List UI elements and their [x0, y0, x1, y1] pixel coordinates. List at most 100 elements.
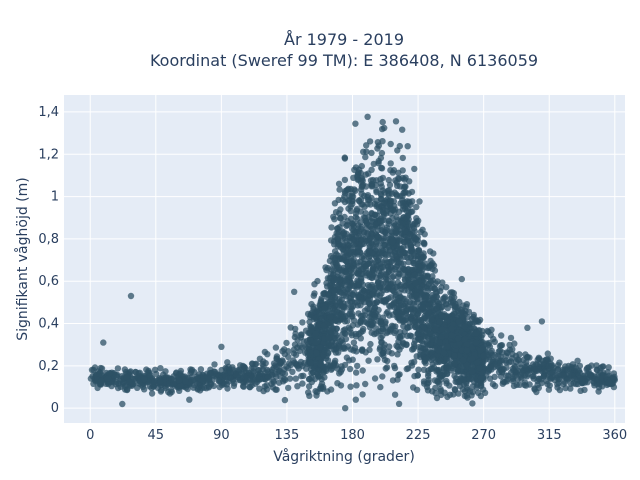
data-point	[334, 231, 342, 238]
data-point	[380, 352, 387, 359]
data-point	[572, 380, 580, 388]
data-point	[341, 257, 349, 264]
y-tick-label: 1,2	[38, 147, 59, 162]
data-point	[334, 261, 341, 269]
data-point	[151, 366, 159, 373]
data-point	[366, 138, 374, 145]
data-point	[476, 327, 483, 334]
data-point	[117, 376, 125, 383]
data-point	[506, 359, 513, 366]
data-point	[417, 317, 425, 324]
data-point	[378, 149, 386, 157]
data-point	[321, 305, 328, 313]
data-point	[337, 368, 344, 375]
x-tick-label: 270	[471, 428, 496, 443]
data-point	[562, 384, 569, 392]
data-point	[335, 196, 342, 204]
data-point	[399, 332, 406, 339]
data-point	[365, 270, 372, 277]
data-point	[469, 355, 476, 362]
data-point	[411, 358, 418, 365]
data-point	[421, 260, 429, 267]
data-point	[430, 250, 437, 257]
data-point	[377, 208, 384, 215]
data-point	[245, 369, 252, 376]
data-point	[268, 366, 276, 374]
data-point	[395, 400, 403, 407]
data-point	[441, 389, 448, 396]
data-point	[414, 372, 421, 379]
data-point	[416, 198, 423, 205]
data-point	[388, 258, 395, 265]
data-point	[372, 241, 380, 248]
data-point	[395, 175, 403, 182]
data-point	[380, 287, 387, 294]
data-point	[461, 335, 469, 342]
data-point	[286, 375, 294, 382]
data-point	[127, 292, 135, 300]
data-point	[281, 396, 289, 404]
data-point	[318, 380, 326, 387]
data-point	[461, 392, 468, 400]
data-point	[370, 160, 377, 168]
data-point	[371, 286, 378, 293]
data-point	[431, 345, 438, 352]
data-point	[273, 386, 280, 393]
data-point	[499, 349, 506, 356]
data-point	[353, 382, 360, 389]
data-point	[218, 343, 225, 350]
data-point	[376, 248, 383, 255]
data-point	[399, 154, 406, 162]
data-point	[354, 259, 361, 266]
data-point	[427, 330, 434, 337]
data-point	[347, 244, 354, 251]
data-point	[447, 289, 454, 296]
data-point	[393, 342, 400, 349]
data-point	[320, 322, 328, 330]
data-point	[387, 140, 394, 148]
data-point	[482, 372, 490, 379]
data-point	[463, 347, 471, 354]
data-point	[386, 181, 394, 189]
data-point	[468, 363, 476, 370]
data-point	[126, 378, 133, 385]
y-tick-labels: 0 0,2 0,4 0,6 0,8 1 1,2 1,4	[38, 105, 59, 416]
data-point	[378, 183, 385, 190]
data-point	[324, 357, 332, 364]
data-point	[390, 287, 397, 295]
data-point	[349, 356, 356, 363]
data-point	[329, 297, 336, 304]
data-point	[368, 329, 375, 336]
data-point	[141, 376, 148, 383]
data-point	[331, 216, 338, 223]
data-point	[300, 372, 307, 379]
data-point	[581, 372, 588, 379]
data-point	[411, 165, 418, 173]
data-point	[379, 174, 387, 182]
data-point	[507, 334, 515, 342]
data-point	[347, 215, 355, 222]
data-point	[427, 262, 434, 269]
data-point	[400, 271, 407, 278]
data-point	[499, 380, 506, 387]
data-point	[458, 275, 465, 283]
data-points	[87, 113, 618, 412]
data-point	[411, 343, 418, 350]
x-axis-title: Vågriktning (grader)	[273, 448, 415, 465]
data-point	[158, 386, 165, 394]
y-tick-label: 0,8	[38, 232, 59, 247]
data-point	[225, 363, 232, 370]
data-point	[498, 342, 506, 349]
data-point	[403, 238, 410, 246]
data-point	[270, 360, 278, 367]
data-point	[346, 365, 354, 373]
data-point	[480, 352, 487, 360]
data-point	[197, 366, 205, 373]
data-point	[359, 367, 366, 374]
data-point	[313, 392, 320, 399]
data-point	[382, 251, 389, 258]
data-point	[292, 375, 299, 382]
data-point	[344, 221, 351, 228]
data-point	[458, 347, 466, 354]
data-point	[378, 192, 385, 199]
